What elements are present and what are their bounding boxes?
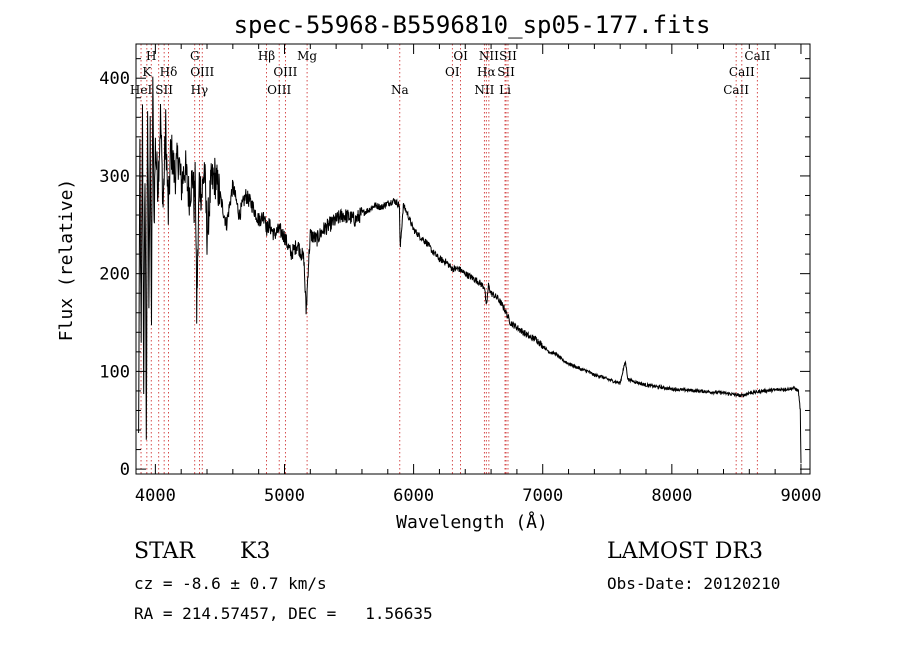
line-label-8: OIII [190, 65, 214, 79]
chart-title: spec-55968-B5596810_sp05-177.fits [234, 11, 711, 39]
line-label-21: SII [499, 49, 517, 63]
x-tick-label-4: 8000 [651, 486, 692, 506]
line-label-17: Hα [477, 65, 496, 79]
line-label-12: Mg [297, 49, 317, 63]
line-label-7: Hγ [191, 83, 209, 97]
line-label-6: G [190, 49, 200, 63]
y-tick-label-4: 400 [99, 69, 130, 89]
coordinates: RA = 214.57457, DEC = 1.56635 [134, 604, 433, 623]
emission-line-markers: HeIKHSIIHδGHγOIIIHβOIIIOIIIMgNaOIOINIIHα… [130, 44, 770, 474]
spectrum-line [138, 76, 802, 464]
line-label-5: Hδ [160, 65, 178, 79]
line-label-9: Hβ [258, 49, 275, 63]
y-axis-label: Flux (relative) [56, 179, 77, 342]
line-label-15: OI [453, 49, 468, 63]
survey-name: LAMOST DR3 [607, 539, 763, 564]
line-label-13: Na [391, 83, 409, 97]
x-tick-label-0: 4000 [135, 486, 176, 506]
y-tick-label-3: 300 [99, 167, 130, 187]
x-tick-label-5: 9000 [780, 486, 821, 506]
line-label-1: K [142, 65, 152, 79]
line-label-24: CaII [744, 49, 770, 63]
redshift-velocity: cz = -8.6 ± 0.7 km/s [134, 574, 327, 593]
axes: 4000 5000 6000 7000 8000 9000 0 100 200 300 400 [99, 43, 821, 506]
line-label-4: SII [155, 83, 173, 97]
line-label-14: OI [445, 65, 460, 79]
x-tick-label-1: 5000 [264, 486, 305, 506]
line-label-19: Li [499, 83, 511, 97]
x-tick-label-2: 6000 [393, 486, 434, 506]
line-label-10: OIII [267, 83, 291, 97]
line-label-23: CaII [729, 65, 755, 79]
x-tick-label-3: 7000 [522, 486, 563, 506]
x-axis-label: Wavelength (Å) [396, 511, 548, 533]
line-label-16: NII [474, 83, 494, 97]
observation-date: Obs-Date: 20120210 [607, 574, 781, 593]
object-subclass: K3 [240, 539, 271, 564]
plot-frame [135, 43, 811, 475]
line-label-0: HeI [130, 83, 153, 97]
y-tick-label-2: 200 [99, 265, 130, 285]
line-label-18: NII [479, 49, 499, 63]
object-class: STAR [134, 539, 195, 564]
line-label-22: CaII [723, 83, 749, 97]
y-tick-label-1: 100 [99, 362, 130, 382]
line-label-20: SII [497, 65, 515, 79]
line-label-2: H [146, 49, 156, 63]
y-tick-label-0: 0 [120, 460, 130, 480]
line-label-11: OIII [273, 65, 297, 79]
